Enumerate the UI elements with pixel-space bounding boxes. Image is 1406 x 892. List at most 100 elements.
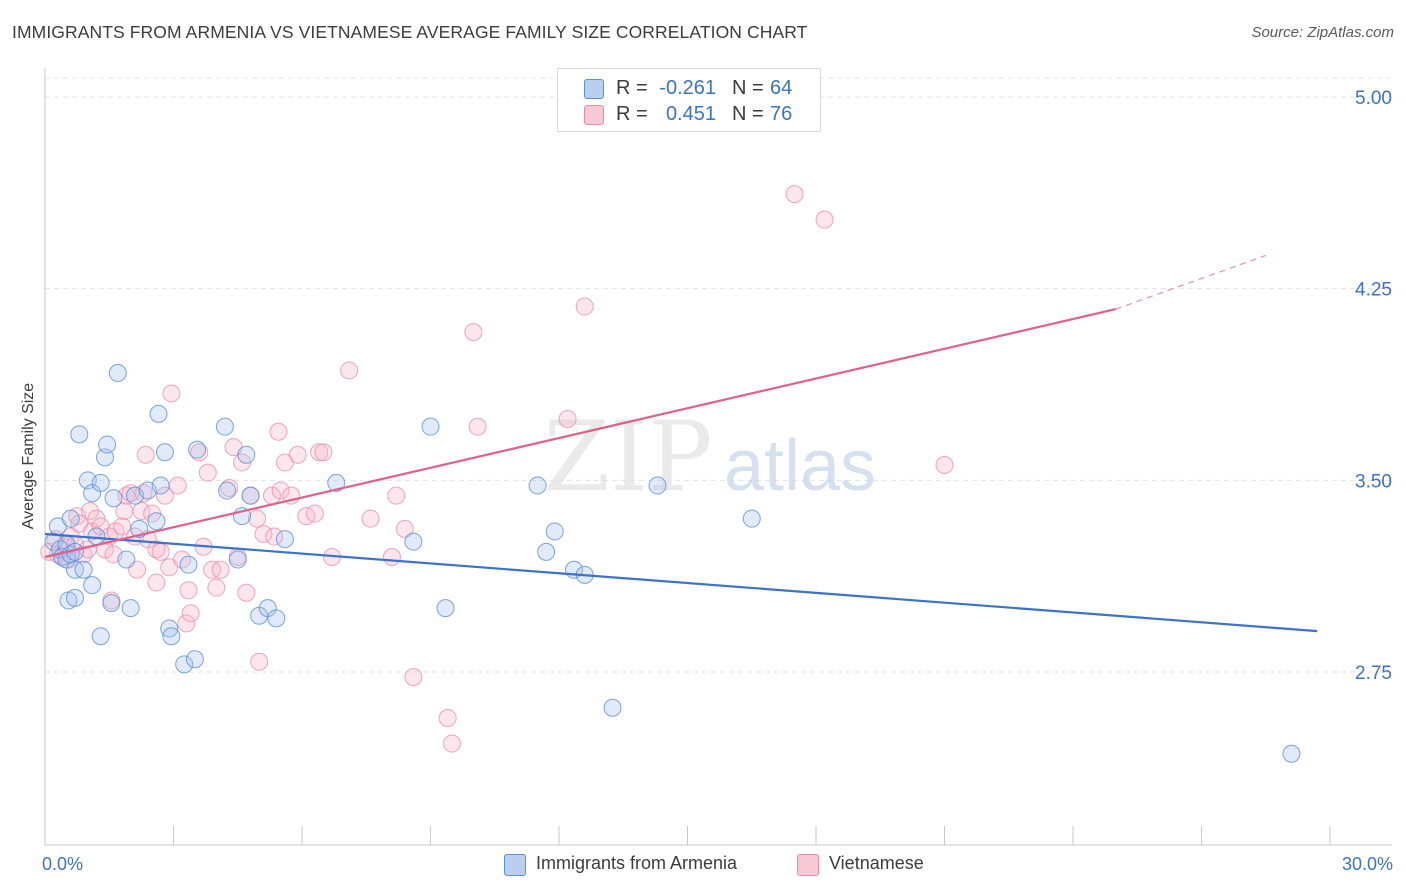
vietnamese-point [190,443,209,462]
y-tick-label: 3.50 [1355,471,1392,492]
vietnamese-legend-swatch [797,854,819,876]
y-tick-label: 5.00 [1355,88,1392,109]
axes [44,68,1392,846]
vietnamese-point [387,486,406,505]
armenia-point [215,417,234,436]
armenia-point [537,542,556,561]
n-value: 64 [770,77,793,99]
vietnamese-point [181,604,200,623]
vietnamese-point [442,734,461,753]
x-tick-labels: 0.0% 30.0% [42,854,1393,874]
vietnamese-point [288,445,307,464]
armenia-point [83,576,102,595]
armenia-point [175,655,194,674]
vietnamese-point [575,297,594,316]
armenia-point [742,509,761,528]
vietnamese-point [395,519,414,538]
armenia-legend-label: Immigrants from Armenia [536,853,738,873]
vietnamese-point [310,443,329,462]
vietnamese-point [237,583,256,602]
vietnamese-swatch [584,105,604,125]
armenia-point [104,489,123,508]
watermark: ZIP atlas [543,401,876,513]
vietnamese-point [250,652,269,671]
vietnamese-point [271,481,290,500]
trend-lines [44,254,1318,633]
armenia-point [147,512,166,531]
armenia-point [436,599,455,618]
watermark-atlas: atlas [724,426,876,506]
n-label: N = [732,77,764,99]
armenia-point [151,476,170,495]
vietnamese-point [113,517,132,536]
vietnamese-point [558,410,577,428]
armenia-point [228,550,247,569]
grid-lines [45,77,1392,673]
vietnamese-point [80,502,99,520]
y-axis-label: Average Family Size [20,383,37,530]
x-tick-label-min: 0.0% [42,854,83,874]
vietnamese-point [155,486,174,505]
vietnamese-point [438,709,457,727]
armenia-point [121,599,140,618]
armenia-point [102,594,121,612]
vietnamese-point [198,463,217,482]
source-label: Source: ZipAtlas.com [1251,24,1394,41]
r-value: -0.261 [659,77,716,99]
armenia-point [327,473,346,492]
vietnamese-point [162,384,181,403]
n-label: N = [732,103,764,125]
vietnamese-point [305,504,324,523]
chart-title: IMMIGRANTS FROM ARMENIA VS VIETNAMESE AV… [12,22,808,42]
armenia-point [91,473,110,492]
vietnamese-point [177,614,196,633]
y-tick-label: 2.75 [1355,663,1392,684]
vietnamese-point [220,479,239,497]
x-tick-label-max: 30.0% [1342,854,1393,874]
armenia-point [162,627,181,646]
vietnamese-point [168,476,187,495]
vietnamese-point [785,185,804,204]
armenia-point [1282,744,1301,763]
armenia-point [108,364,127,382]
armenia-point [545,522,564,541]
vietnamese-point [815,210,834,229]
y-tick-label: 4.25 [1355,280,1392,301]
vietnamese-point [314,443,333,462]
y-tick-labels: 2.75 3.50 4.25 5.00 [1355,88,1392,684]
vietnamese-point [254,525,273,543]
vietnamese-point [269,422,288,441]
armenia-point [179,555,198,574]
armenia-point [275,530,294,549]
vietnamese-point [132,502,151,520]
vietnamese-point [136,445,155,464]
vietnamese-trend-extension [1115,254,1266,310]
watermark-zip: ZIP [543,401,712,513]
vietnamese-point [147,573,166,592]
vietnamese-point [211,560,230,579]
armenia-point [91,627,110,646]
vietnamese-point [464,323,483,342]
series-legend: Immigrants from Armenia Vietnamese [0,852,1406,876]
armenia-trend-line [44,532,1318,633]
vietnamese-point [935,456,954,474]
series-armenia [44,364,1301,763]
vietnamese-point [265,527,284,546]
vietnamese-point [404,668,423,687]
armenia-point [241,486,260,505]
armenia-swatch [584,79,604,99]
vietnamese-legend-label: Vietnamese [829,853,924,873]
vietnamese-point [468,417,487,436]
correlation-legend: R = -0.261 N = 64 R = 0.451 N = 76 [557,68,821,132]
vietnamese-point [151,542,170,561]
armenia-point [528,476,547,495]
vietnamese-point [340,361,359,380]
r-label: R = [616,77,648,99]
armenia-point [65,588,84,607]
armenia-point [98,435,117,454]
r-label: R = [616,103,648,125]
armenia-point [149,404,168,423]
armenia-point [421,417,440,436]
armenia-point [61,509,80,528]
